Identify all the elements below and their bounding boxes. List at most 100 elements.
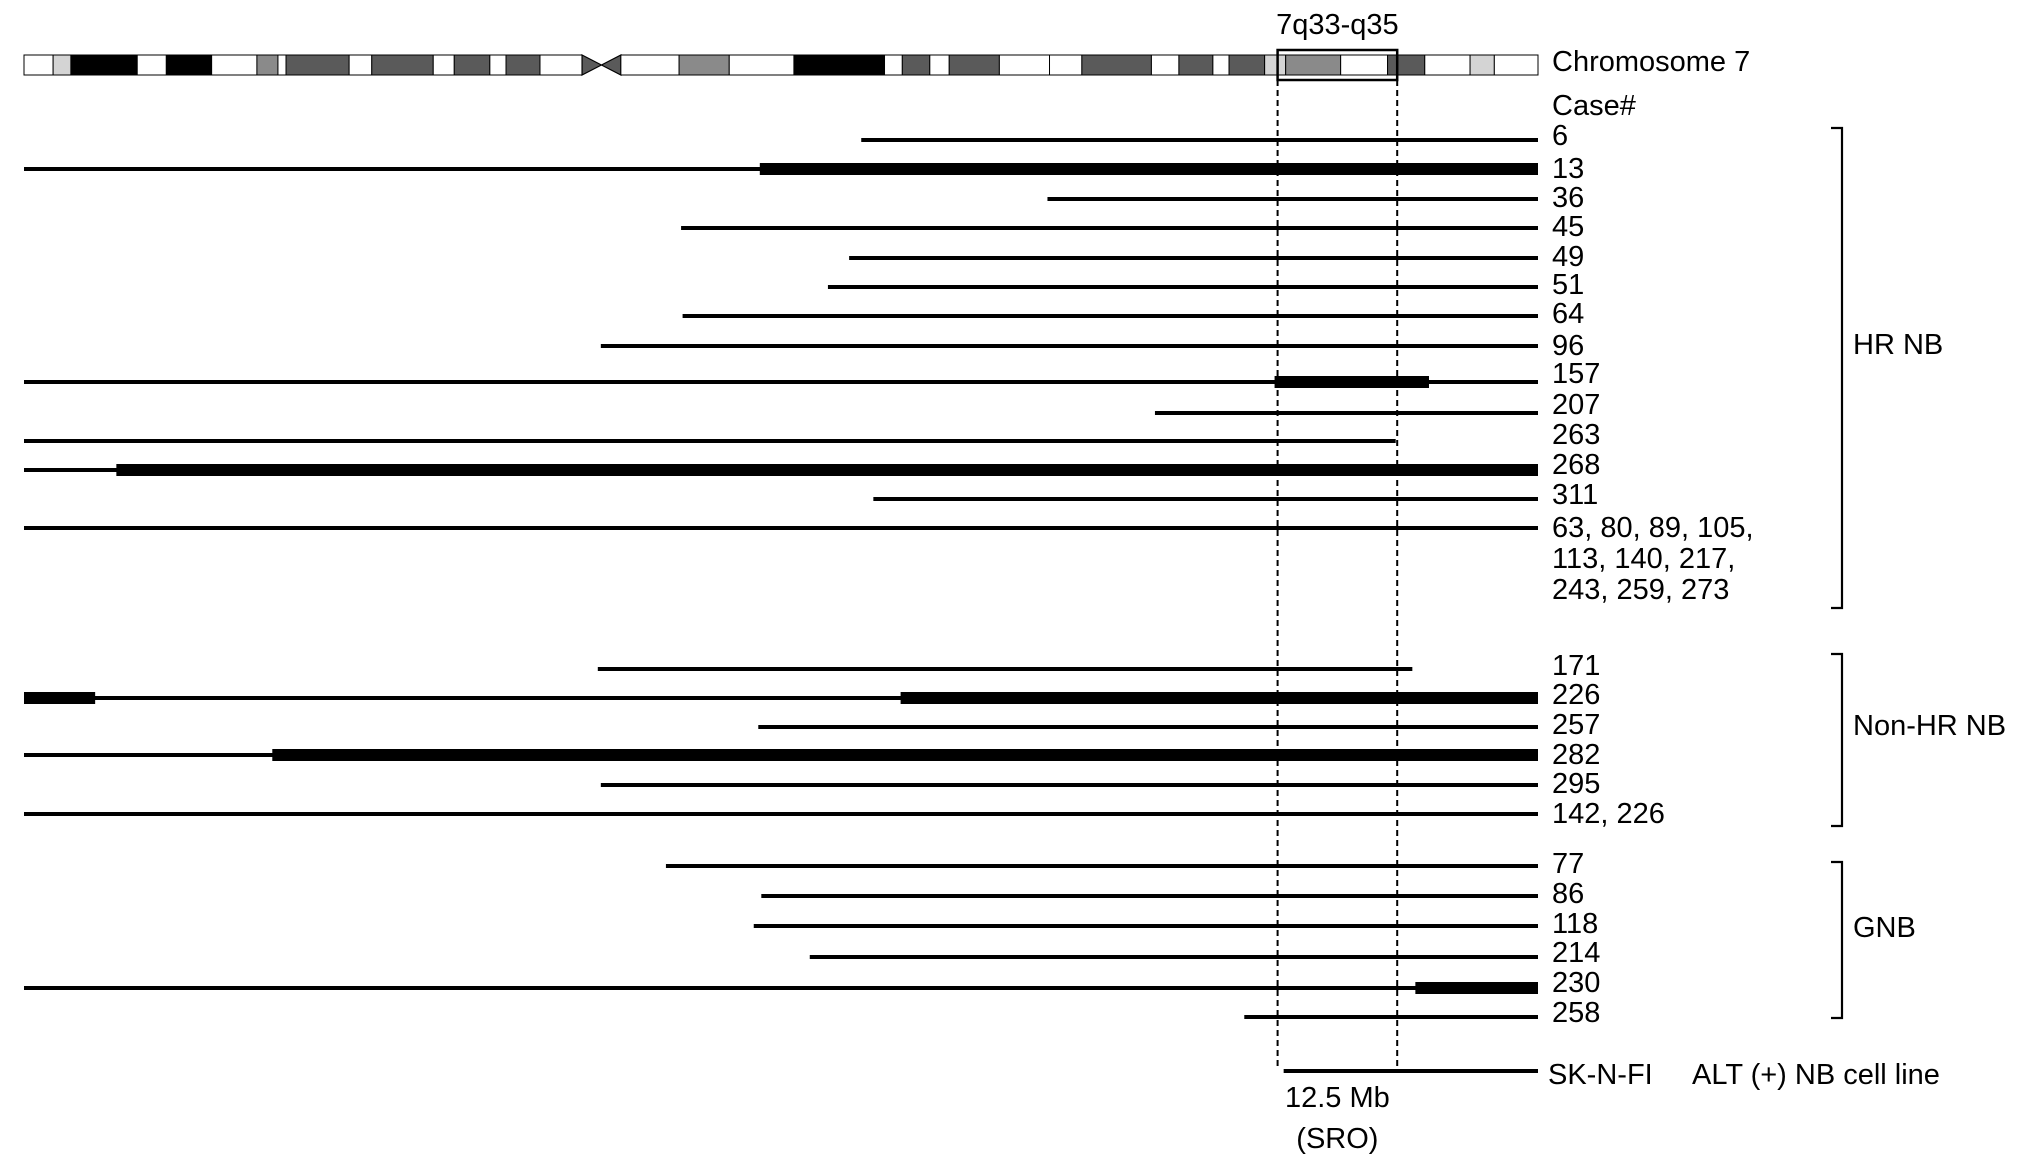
case-label: 113, 140, 217,	[1552, 543, 1735, 575]
region-highlight-box	[1276, 48, 1399, 82]
chromosome-band	[678, 54, 730, 76]
chromosome-band	[277, 54, 287, 76]
group-label: HR NB	[1853, 329, 1943, 361]
case-row: 230	[24, 967, 1600, 999]
case-label: 171	[1552, 650, 1600, 682]
chromosome-band	[23, 54, 54, 76]
case-row: 118	[753, 908, 1598, 940]
chromosome-band	[1285, 54, 1342, 76]
chromosome-band	[1178, 54, 1214, 76]
case-row: 49	[849, 241, 1584, 273]
case-label: 96	[1552, 330, 1584, 362]
case-row: 282	[24, 739, 1600, 771]
case-label: 6	[1552, 120, 1568, 152]
case-row: 64	[682, 298, 1584, 330]
chromosome-band	[136, 54, 167, 76]
case-label: 282	[1552, 739, 1600, 771]
group-bracket: Non-HR NB	[1831, 652, 2006, 828]
chromosome-band	[489, 54, 507, 76]
chromosome-band	[1150, 54, 1180, 76]
case-row: 142, 226	[24, 798, 1665, 830]
cell-line-name: SK-N-FI	[1548, 1059, 1653, 1091]
case-row: 263	[24, 419, 1600, 451]
case-row: 63, 80, 89, 105,113, 140, 217,243, 259, …	[24, 512, 1754, 606]
group-bracket: GNB	[1831, 860, 1916, 1020]
chromosome-band	[348, 54, 373, 76]
case-label: 142, 226	[1552, 798, 1665, 830]
case-label: 268	[1552, 449, 1600, 481]
case-row: 51	[827, 269, 1584, 301]
chromosome-band	[256, 54, 279, 76]
bracket-line	[1831, 860, 1844, 1020]
chromosome-band	[1387, 54, 1426, 76]
case-row: 226	[24, 679, 1600, 711]
case-row: 311	[873, 479, 1598, 511]
bracket-line	[1831, 652, 1844, 828]
case-row: 36	[1047, 182, 1584, 214]
cell-line-description: ALT (+) NB cell line	[1692, 1059, 1940, 1091]
chromosome-band	[70, 54, 138, 76]
chromosome-band	[539, 54, 583, 76]
case-row: 45	[681, 211, 1584, 243]
group-label: GNB	[1853, 912, 1916, 944]
chromosome-band	[1081, 54, 1152, 76]
chromosome-band	[52, 54, 72, 76]
case-label: 36	[1552, 182, 1584, 214]
chromosome-band	[453, 54, 491, 76]
case-row: 258	[1244, 997, 1600, 1029]
case-label: 226	[1552, 679, 1600, 711]
chromosome-band	[998, 54, 1051, 76]
case-label: 118	[1552, 908, 1598, 940]
case-row: 157	[24, 358, 1600, 390]
sro-size-label: 12.5 Mb	[1285, 1082, 1390, 1114]
case-label: 258	[1552, 997, 1600, 1029]
centromere	[581, 54, 622, 76]
chromosome-band	[432, 54, 455, 76]
case-label: 263	[1552, 419, 1600, 451]
chromosome-band	[1340, 54, 1389, 76]
case-header: Case#	[1552, 90, 1636, 122]
chromosome-band	[285, 54, 350, 76]
chromosome-band	[1493, 54, 1539, 76]
chromosome-band	[948, 54, 1000, 76]
chromosome-band	[1228, 54, 1266, 76]
case-label: 230	[1552, 967, 1600, 999]
chromosome-band	[1264, 54, 1287, 76]
case-row: 171	[597, 650, 1600, 682]
case-label: 63, 80, 89, 105,	[1552, 512, 1754, 544]
case-label: 51	[1552, 269, 1584, 301]
case-label: 257	[1552, 709, 1600, 741]
group-brackets: HR NB Non-HR NB GNB	[1831, 126, 2006, 1020]
region-label: 7q33-q35	[1276, 9, 1399, 41]
group-label: Non-HR NB	[1853, 710, 2006, 742]
chromosome-band	[884, 54, 903, 76]
case-row: 77	[665, 848, 1584, 880]
chromosome-band	[620, 54, 680, 76]
case-label: 64	[1552, 298, 1584, 330]
case-row: 6	[861, 120, 1568, 152]
group-bracket: HR NB	[1831, 126, 1943, 610]
case-label: 311	[1552, 479, 1598, 511]
case-label: 86	[1552, 878, 1584, 910]
chromosome-band	[165, 54, 213, 76]
sro-label: (SRO)	[1296, 1123, 1378, 1155]
chromosome-band	[211, 54, 258, 76]
chromosome-band	[1424, 54, 1471, 76]
case-row: 295	[600, 768, 1600, 800]
chromosome-band	[728, 54, 795, 76]
chromosome-label: Chromosome 7	[1552, 46, 1750, 78]
case-label: 49	[1552, 241, 1584, 273]
case-label: 157	[1552, 358, 1600, 390]
case-label: 243, 259, 273	[1552, 574, 1729, 606]
case-row: 268	[24, 449, 1600, 481]
case-row: 257	[758, 709, 1600, 741]
case-row: 207	[1154, 389, 1600, 421]
chromosome-band	[1049, 54, 1083, 76]
case-label: 13	[1552, 153, 1584, 185]
case-label: 214	[1552, 937, 1600, 969]
chromosome-band	[929, 54, 950, 76]
chromosome-ideogram	[23, 54, 1539, 76]
